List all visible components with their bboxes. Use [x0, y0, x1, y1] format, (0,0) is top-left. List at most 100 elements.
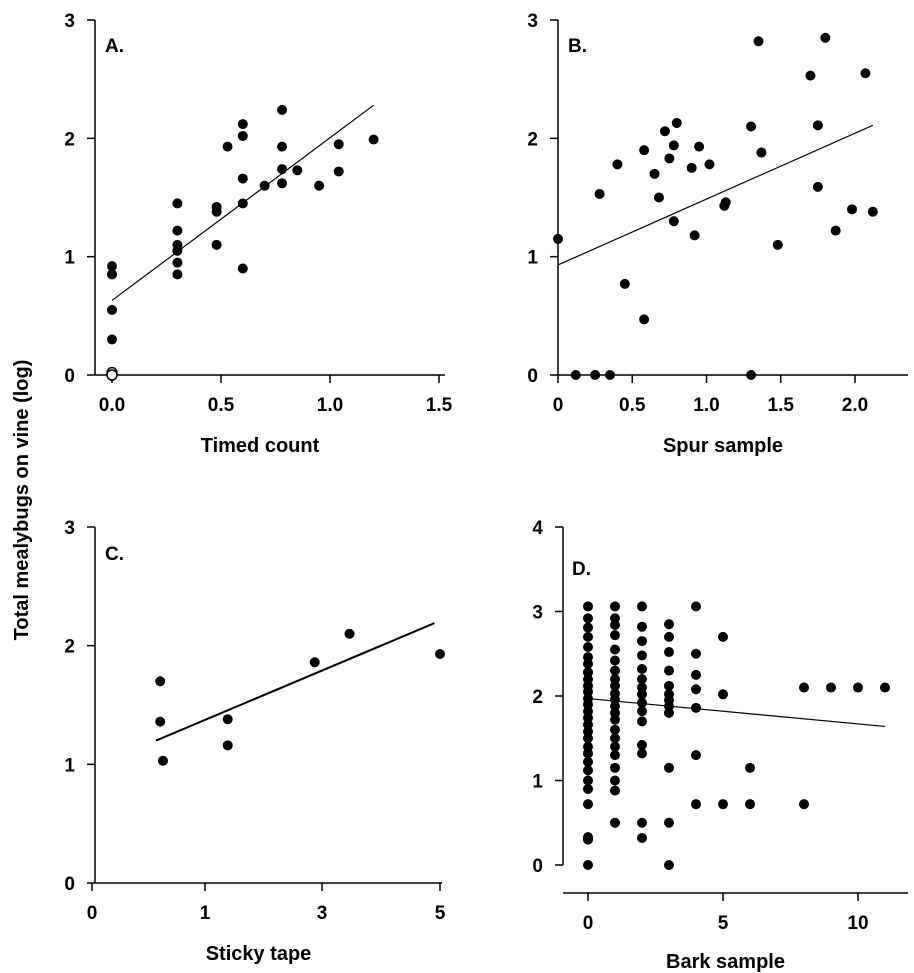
panel-4-point — [637, 674, 647, 685]
panel-4-point — [691, 702, 701, 713]
panel-4-y-tick-label: 4 — [532, 518, 543, 539]
panel-4-point — [610, 741, 620, 752]
panel-3-y-tick-label: 1 — [64, 755, 75, 776]
panel-4-point — [583, 799, 593, 810]
panel-4-point — [583, 622, 593, 633]
panel-2-regression-line — [557, 124, 874, 266]
panel-2-point — [639, 145, 650, 156]
panel-3-x-tick-label: 1 — [200, 903, 211, 924]
panel-4-point — [799, 799, 809, 810]
panel-1-point — [277, 178, 288, 189]
panel-1: 0 1 2 3 0.0 0.5 1.0 1.5 Timed count A. — [64, 11, 452, 457]
panel-4-point — [610, 620, 620, 631]
panel-2-x-tick-label: 0 — [553, 395, 564, 416]
panel-1-y-tick-label: 0 — [64, 366, 75, 387]
panel-4-point — [718, 631, 728, 642]
panel-2-x-axis-title: Spur sample — [663, 435, 783, 457]
panel-2-y-tick-label: 1 — [527, 248, 538, 269]
panel-2-point — [847, 204, 858, 215]
panel-2-point — [812, 120, 823, 131]
figure-y-axis-title: Total mealybugs on vine (log) — [11, 360, 33, 641]
panel-1-point — [172, 257, 183, 268]
panel-2-point — [594, 188, 605, 199]
panel-4-point — [583, 613, 593, 624]
panel-2-point — [653, 192, 664, 203]
panel-1-point — [333, 139, 344, 150]
panel-2-point — [689, 230, 700, 241]
panel-4-point — [637, 663, 647, 674]
panel-4-y-tick-label: 2 — [532, 687, 543, 708]
panel-1-point — [237, 263, 248, 274]
panel-4-y-tick-label: 3 — [532, 603, 543, 624]
panel-1-y-tick-label: 2 — [64, 129, 75, 150]
panel-4-point — [745, 762, 755, 773]
panel-2-point — [664, 153, 675, 164]
panel-4-point — [583, 601, 593, 612]
panel-4-point — [583, 641, 593, 652]
panel-4-point — [583, 631, 593, 642]
panel-4-x-tick-label: 0 — [583, 913, 594, 934]
panel-2-point — [746, 121, 757, 132]
panel-4-point — [637, 697, 647, 708]
panel-4-point — [637, 748, 647, 759]
panel-1-point — [237, 130, 248, 141]
panel-4-point — [637, 621, 647, 632]
panel-1-point — [368, 134, 379, 145]
panel-3-x-axis-title: Sticky tape — [206, 943, 312, 965]
panel-1-point — [292, 165, 303, 176]
panel-4-point — [583, 765, 593, 776]
panel-2-point — [812, 181, 823, 192]
panel-1-point — [172, 269, 183, 280]
panel-4-point — [718, 689, 728, 700]
panel-1-x-tick-label: 1.0 — [317, 395, 343, 416]
panel-4-point — [610, 762, 620, 773]
panel-2-point — [753, 36, 764, 47]
panel-4-point — [583, 783, 593, 794]
panel-3: 0 1 2 3 0 1 3 5 Sticky tape C. — [64, 518, 445, 965]
panel-1-point — [107, 334, 117, 345]
panel-4-point — [637, 716, 647, 727]
panel-4-point — [610, 630, 620, 641]
panel-1-y-tick-label: 3 — [64, 11, 75, 32]
panel-2-point — [612, 159, 623, 170]
panel-3-y-tick-label: 2 — [64, 637, 75, 658]
panel-1-point — [222, 141, 233, 152]
panel-4-point — [610, 665, 620, 676]
panel-2-y-tick-label: 2 — [527, 129, 538, 150]
panel-2-x-tick-label: 1.5 — [768, 395, 795, 416]
panel-2-point — [671, 117, 682, 128]
panel-2-label: B. — [568, 36, 587, 57]
panel-2-x-tick-label: 0.5 — [619, 395, 646, 416]
panel-1-point — [172, 225, 183, 236]
panel-2-point — [746, 370, 757, 380]
panel-3-point — [155, 716, 166, 727]
panel-2-point — [805, 70, 816, 81]
panel-2-point — [649, 168, 660, 179]
panel-4-point — [583, 775, 593, 786]
panel-3-point — [157, 755, 168, 766]
panel-2-point — [553, 233, 563, 244]
panel-1-open-point — [106, 369, 118, 381]
panel-4-point — [664, 762, 674, 773]
panel-1-x-tick-label: 1.5 — [426, 395, 453, 416]
panel-1-x-axis-title: Timed count — [201, 435, 320, 457]
panel-3-point — [344, 628, 355, 639]
panel-2-point — [867, 206, 878, 217]
panel-4-point — [826, 682, 836, 693]
panel-4-point — [664, 619, 674, 630]
panel-4-point — [691, 799, 701, 810]
panel-2-point — [619, 278, 630, 289]
panel-4-point — [637, 817, 647, 828]
panel-2-point — [590, 370, 601, 380]
panel-4-point — [664, 647, 674, 658]
panel-2-point — [830, 225, 841, 236]
panel-1-label: A. — [105, 36, 124, 57]
panel-1-point — [172, 245, 183, 256]
panel-4-point — [610, 714, 620, 725]
panel-4-point — [610, 733, 620, 744]
panel-4-regression-line — [587, 697, 886, 728]
panel-4-x-axis-title: Bark sample — [666, 951, 785, 973]
panel-4-point — [610, 655, 620, 666]
panel-1-point — [259, 180, 270, 191]
